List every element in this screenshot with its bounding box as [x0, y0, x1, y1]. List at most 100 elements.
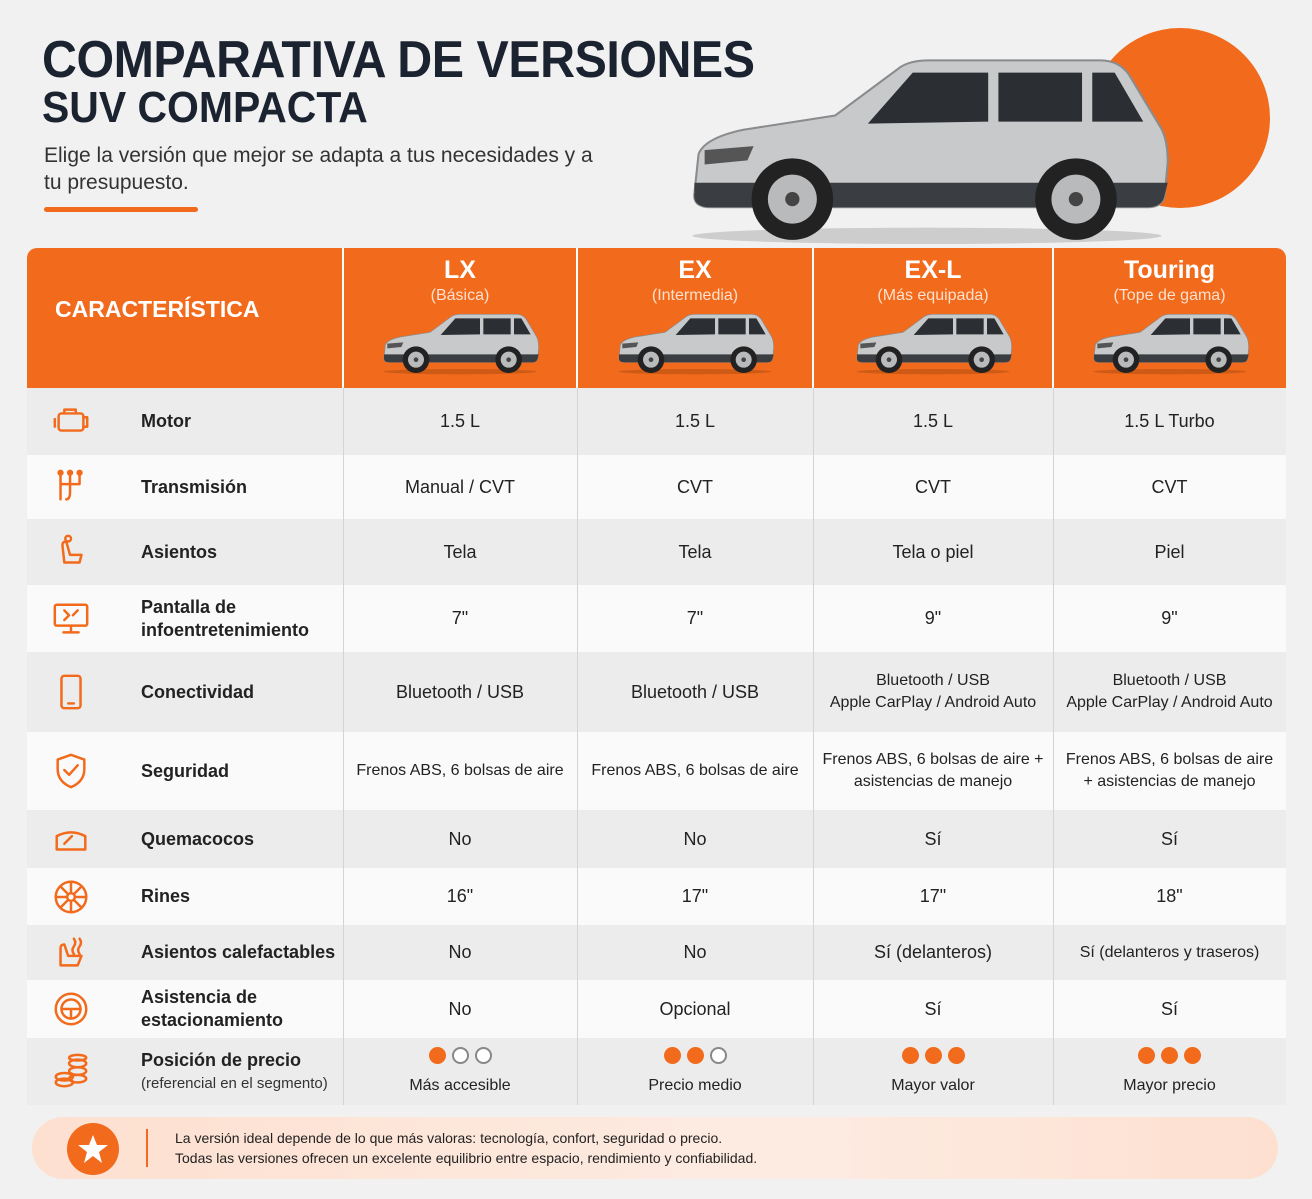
column-divider	[813, 455, 814, 519]
feature-note: (referencial en el segmento)	[141, 1074, 328, 1092]
column-divider	[813, 980, 814, 1038]
feature-name: Asientos calefactables	[141, 941, 341, 964]
value-text: 17"	[681, 886, 709, 906]
feature-icon	[55, 831, 87, 851]
column-divider	[577, 980, 578, 1038]
version-car	[617, 313, 775, 375]
column-divider	[577, 652, 578, 732]
hero-art	[691, 28, 1270, 244]
value-cell: Mayor valor	[813, 1038, 1053, 1105]
column-divider	[1053, 1038, 1054, 1105]
value-cell: 1.5 L	[813, 388, 1053, 455]
price-dots	[899, 1046, 968, 1069]
feature-cell: Transmisión	[27, 455, 343, 519]
value-cell: 7"	[577, 585, 813, 652]
table-row	[27, 810, 1286, 868]
value-cell: 7"	[343, 585, 577, 652]
column-divider	[1053, 585, 1054, 652]
column-divider	[813, 519, 814, 585]
header-divider	[576, 248, 578, 388]
column-divider	[577, 925, 578, 980]
column-divider	[813, 925, 814, 980]
column-divider	[1053, 455, 1054, 519]
price-dot	[686, 1046, 704, 1064]
value-text: No	[683, 942, 707, 962]
value-text: Manual / CVT	[404, 476, 516, 497]
price-dot	[451, 1046, 469, 1064]
price-dot	[1184, 1046, 1201, 1064]
value-cell: Piel	[1053, 519, 1286, 585]
hero-car	[691, 59, 1169, 244]
version-name: EX	[678, 256, 712, 284]
feature-cell: Conectividad	[27, 652, 343, 732]
price-dots	[1135, 1046, 1204, 1069]
value-cell: Más accesible	[343, 1038, 577, 1105]
column-divider	[343, 519, 344, 585]
feature-name: Seguridad	[141, 760, 341, 783]
version-tier: (Tope de gama)	[1113, 287, 1226, 304]
value-text: Sí	[1160, 828, 1178, 849]
feature-label: Asientos	[141, 541, 218, 562]
table-row	[27, 585, 1286, 652]
feature-name: Posición de precio (referencial en el seg…	[141, 1049, 341, 1095]
price-dots	[426, 1046, 495, 1069]
value-text: No	[448, 828, 472, 849]
value-cell: Frenos ABS, 6 bolsas de aire + asistenci…	[1053, 732, 1286, 810]
value-text: Sí	[924, 828, 942, 849]
column-divider	[577, 732, 578, 810]
value-line: Bluetooth / USB	[1112, 672, 1227, 689]
feature-icon	[53, 407, 89, 432]
column-divider	[577, 1038, 578, 1105]
feature-name: Motor	[141, 410, 341, 433]
subtitle: Elige la versión que mejor se adapta a t…	[44, 144, 593, 194]
value-cell: 17"	[577, 868, 813, 925]
value-cell: Opcional	[577, 980, 813, 1038]
table-row	[27, 925, 1286, 980]
value-cell: Frenos ABS, 6 bolsas de aire	[343, 732, 577, 810]
footer-text: Todas las versiones ofrecen un excelente…	[175, 1150, 758, 1166]
feature-name: Transmisión	[141, 476, 341, 499]
value-text: Frenos ABS, 6 bolsas de aire	[356, 762, 564, 779]
feature-label: Asientos calefactables	[141, 942, 336, 962]
value-text: Sí	[924, 998, 942, 1019]
value-cell: Precio medio	[577, 1038, 813, 1105]
price-dot	[1138, 1046, 1155, 1064]
value-cell: No	[343, 925, 577, 980]
column-divider	[343, 868, 344, 925]
value-cell: 1.5 L Turbo	[1053, 388, 1286, 455]
column-divider	[343, 455, 344, 519]
feature-label: Rines	[141, 886, 191, 906]
feature-cell: Asistencia de estacionamiento	[27, 980, 343, 1038]
value-text: Bluetooth / USB	[630, 681, 760, 702]
value-cell: Frenos ABS, 6 bolsas de aire	[577, 732, 813, 810]
value-cell: Tela o piel	[813, 519, 1053, 585]
feature-icon	[54, 880, 88, 913]
feature-icon	[53, 602, 89, 634]
version-car	[382, 313, 540, 375]
value-text: 17"	[919, 886, 947, 906]
feature-icon	[59, 936, 83, 967]
value-cell: 9"	[813, 585, 1053, 652]
value-text: 9"	[924, 608, 942, 628]
value-text: 18"	[1156, 886, 1183, 906]
column-divider	[343, 732, 344, 810]
feature-label: Seguridad	[141, 760, 230, 781]
feature-label: Posición de precio	[141, 1049, 302, 1070]
column-divider	[813, 810, 814, 868]
value-cell: Bluetooth / USB Apple CarPlay / Android A…	[1053, 652, 1286, 732]
value-text: CVT	[1151, 476, 1188, 497]
column-divider	[1053, 868, 1054, 925]
value-text: 7"	[686, 608, 704, 628]
price-dot	[924, 1046, 942, 1064]
version-tier: (Intermedia)	[651, 287, 739, 304]
feature-icon	[60, 674, 82, 710]
feature-icon	[61, 534, 83, 564]
value-text: 1.5 L	[674, 411, 716, 431]
value-cell: 16"	[343, 868, 577, 925]
feature-label: Motor	[141, 411, 191, 431]
price-dots	[661, 1046, 730, 1069]
price-dot	[474, 1046, 492, 1064]
price-dot	[663, 1046, 681, 1064]
value-text: 16"	[446, 886, 474, 906]
value-cell: CVT	[577, 455, 813, 519]
